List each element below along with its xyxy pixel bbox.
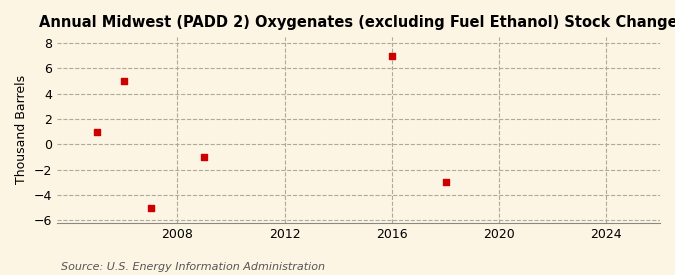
Point — [118, 79, 129, 83]
Point — [92, 130, 103, 134]
Title: Annual Midwest (PADD 2) Oxygenates (excluding Fuel Ethanol) Stock Change: Annual Midwest (PADD 2) Oxygenates (excl… — [39, 15, 675, 30]
Point — [440, 180, 451, 185]
Text: Source: U.S. Energy Information Administration: Source: U.S. Energy Information Administ… — [61, 262, 325, 272]
Point — [387, 54, 398, 58]
Point — [199, 155, 210, 159]
Y-axis label: Thousand Barrels: Thousand Barrels — [15, 75, 28, 184]
Point — [145, 205, 156, 210]
